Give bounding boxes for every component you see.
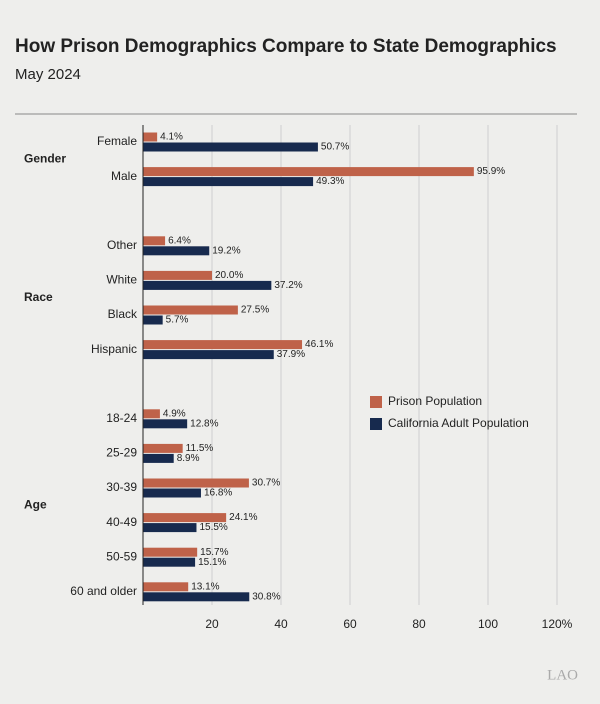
bar xyxy=(143,177,314,187)
bar xyxy=(143,350,274,360)
value-label: 12.8% xyxy=(190,418,218,429)
bar xyxy=(143,142,318,152)
value-label: 30.8% xyxy=(252,591,280,602)
x-tick-label: 80 xyxy=(412,617,426,631)
value-label: 13.1% xyxy=(191,581,219,592)
value-label: 6.4% xyxy=(168,235,191,246)
category-label: White xyxy=(106,273,137,287)
bar xyxy=(143,409,160,419)
value-label: 15.1% xyxy=(198,557,226,568)
bar xyxy=(143,315,163,325)
legend-swatch xyxy=(370,418,382,430)
bar xyxy=(143,419,188,429)
value-label: 20.0% xyxy=(215,270,243,281)
logo: LAO xyxy=(547,667,578,683)
x-tick-label: 100 xyxy=(478,617,498,631)
value-label: 24.1% xyxy=(229,512,257,523)
x-tick-label: 60 xyxy=(343,617,357,631)
value-label: 49.3% xyxy=(316,176,344,187)
value-label: 30.7% xyxy=(252,478,280,489)
legend-label: Prison Population xyxy=(388,394,482,408)
bar xyxy=(143,547,198,557)
legend-label: California Adult Population xyxy=(388,416,529,430)
category-label: 40-49 xyxy=(106,515,137,529)
category-label: 60 and older xyxy=(70,584,137,598)
bar xyxy=(143,305,238,315)
bar xyxy=(143,488,201,498)
value-label: 4.9% xyxy=(163,408,186,419)
group-label: Age xyxy=(24,497,47,511)
x-tick-label: 120% xyxy=(542,617,573,631)
bar xyxy=(143,167,474,177)
chart-subtitle: May 2024 xyxy=(15,66,81,83)
x-tick-label: 20 xyxy=(205,617,219,631)
value-label: 15.5% xyxy=(199,522,227,533)
group-label: Race xyxy=(24,290,53,304)
bar xyxy=(143,340,303,350)
category-label: 50-59 xyxy=(106,549,137,563)
bar xyxy=(143,280,272,290)
category-label: 30-39 xyxy=(106,480,137,494)
value-label: 95.9% xyxy=(477,166,505,177)
bar xyxy=(143,246,210,256)
bar xyxy=(143,270,212,280)
value-label: 46.1% xyxy=(305,339,333,350)
bar xyxy=(143,523,197,533)
value-label: 4.1% xyxy=(160,132,183,143)
bar xyxy=(143,582,189,592)
bar xyxy=(143,478,249,488)
category-label: 18-24 xyxy=(106,411,137,425)
bar xyxy=(143,132,158,142)
value-label: 50.7% xyxy=(321,142,349,153)
value-label: 27.5% xyxy=(241,305,269,316)
category-label: 25-29 xyxy=(106,446,137,460)
value-label: 15.7% xyxy=(200,547,228,558)
value-label: 11.5% xyxy=(186,443,214,454)
category-label: Hispanic xyxy=(91,342,137,356)
value-label: 16.8% xyxy=(204,488,232,499)
bar xyxy=(143,592,250,602)
bar xyxy=(143,453,174,463)
bar xyxy=(143,236,166,246)
category-label: Black xyxy=(108,307,138,321)
value-label: 37.9% xyxy=(277,349,305,360)
category-label: Male xyxy=(111,169,137,183)
value-label: 5.7% xyxy=(166,315,189,326)
bar xyxy=(143,443,183,453)
category-label: Female xyxy=(97,134,137,148)
x-tick-label: 40 xyxy=(274,617,288,631)
category-label: Other xyxy=(107,238,137,252)
legend-swatch xyxy=(370,396,382,408)
bar xyxy=(143,557,196,567)
group-label: Gender xyxy=(24,151,66,165)
value-label: 19.2% xyxy=(212,245,240,256)
value-label: 37.2% xyxy=(274,280,302,291)
chart-title: How Prison Demographics Compare to State… xyxy=(15,36,557,57)
bar xyxy=(143,513,227,523)
value-label: 8.9% xyxy=(177,453,200,464)
